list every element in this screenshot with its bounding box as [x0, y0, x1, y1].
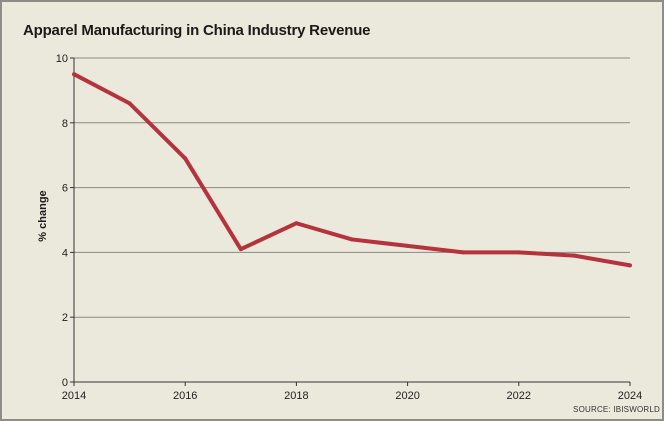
y-tick-label-10: 10 — [56, 53, 68, 65]
y-tick-labels: 0 2 4 6 8 10 — [56, 53, 68, 389]
x-tick-label-2020: 2020 — [395, 390, 419, 402]
data-point-2022 — [516, 250, 521, 255]
y-tick-label-4: 4 — [62, 247, 68, 259]
x-tick-label-2014: 2014 — [62, 390, 86, 402]
grid-lines — [74, 57, 630, 318]
data-point-2019 — [350, 237, 354, 242]
chart-title: Apparel Manufacturing in China Industry … — [23, 22, 371, 39]
y-tick-label-2: 2 — [62, 312, 68, 324]
y-tick-label-8: 8 — [62, 118, 68, 130]
x-tick-label-2018: 2018 — [284, 390, 308, 402]
x-tick-label-2016: 2016 — [173, 390, 197, 402]
data-point-2014 — [72, 72, 76, 77]
data-point-2017 — [238, 247, 243, 252]
data-point-2020 — [405, 243, 410, 248]
series-line-0 — [73, 72, 631, 268]
y-tick-label-6: 6 — [62, 183, 68, 195]
data-point-2021 — [461, 250, 466, 255]
x-tick-label-2024: 2024 — [618, 390, 642, 402]
source-label: SOURCE: IBISWORLD — [573, 405, 660, 414]
data-point-2023 — [572, 253, 577, 258]
data-point-2018 — [294, 221, 299, 226]
x-tick-labels: 2014 2016 2018 2020 2022 2024 — [62, 390, 642, 402]
data-point-2024 — [628, 263, 632, 268]
data-point-2016 — [183, 156, 188, 161]
x-tick-label-2022: 2022 — [507, 390, 531, 402]
series-layer — [72, 72, 632, 268]
data-point-2015 — [127, 101, 132, 106]
axes — [70, 57, 631, 386]
y-tick-label-0: 0 — [62, 377, 68, 389]
